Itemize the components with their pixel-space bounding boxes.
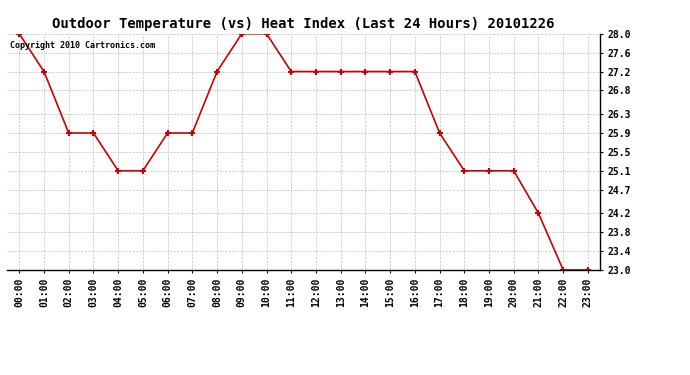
Text: Copyright 2010 Cartronics.com: Copyright 2010 Cartronics.com (10, 41, 155, 50)
Title: Outdoor Temperature (vs) Heat Index (Last 24 Hours) 20101226: Outdoor Temperature (vs) Heat Index (Las… (52, 17, 555, 31)
